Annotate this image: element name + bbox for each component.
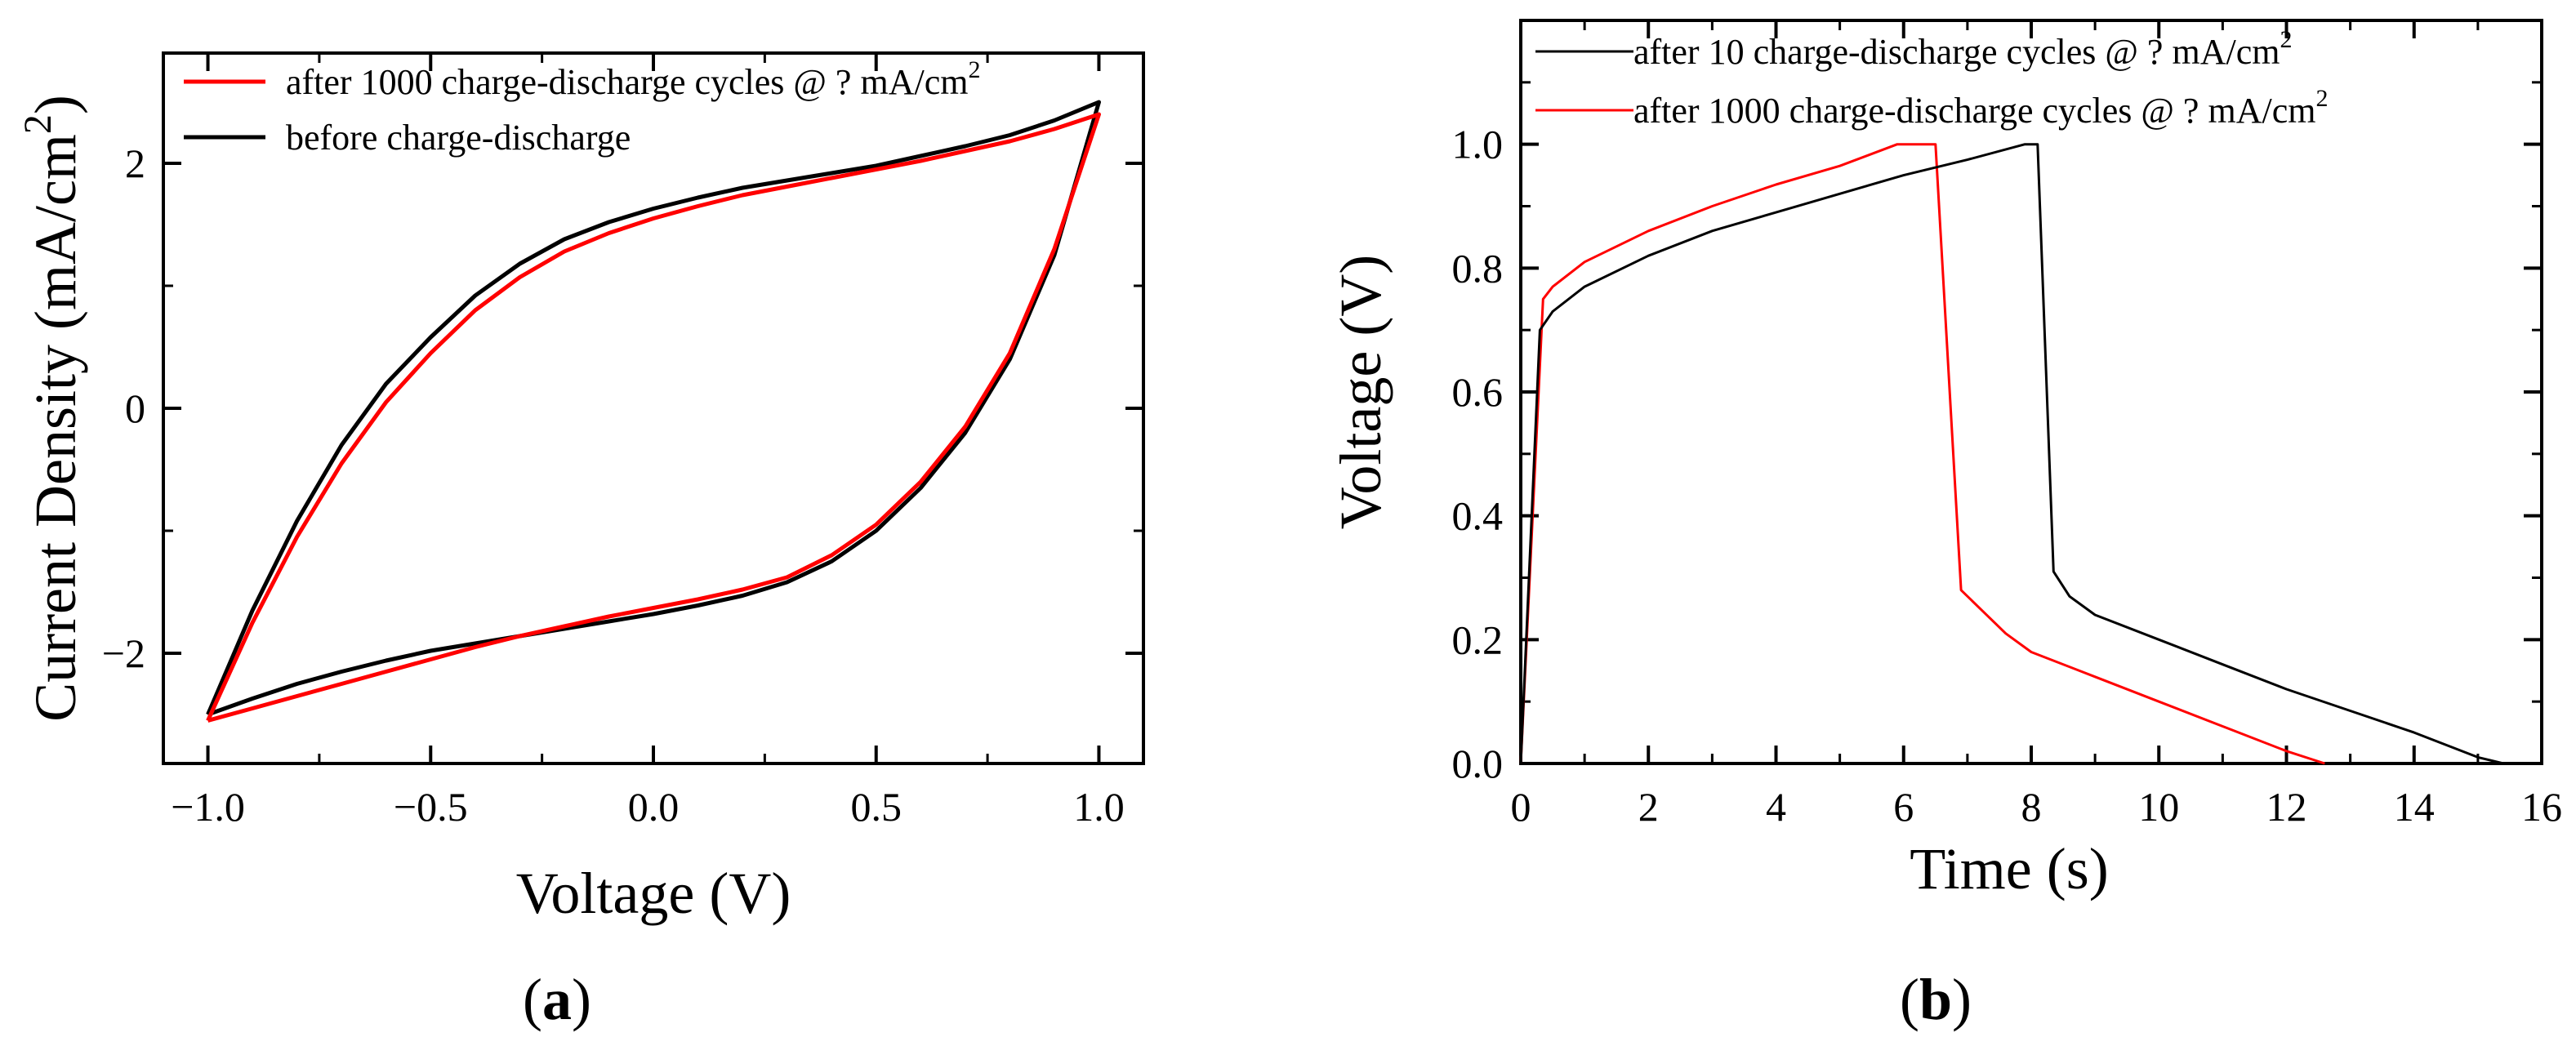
- plot-frame-a: [162, 51, 1145, 765]
- y-axis-title-a: Current Density (mA/cm2): [16, 95, 88, 722]
- legend-text-b-1: after 1000 charge-discharge cycles @ ? m…: [1633, 85, 2328, 131]
- x-tick-label-a: −0.5: [394, 784, 468, 830]
- series-line-b-1: [1519, 143, 2325, 765]
- x-tick-label-b: 2: [1638, 784, 1659, 830]
- x-tick-label-a: 1.0: [1073, 784, 1125, 830]
- panel-label-a: (a): [523, 967, 591, 1032]
- y-tick-label-b: 0.2: [1452, 617, 1504, 662]
- legend-text-b-0: after 10 charge-discharge cycles @ ? mA/…: [1633, 26, 2292, 72]
- x-tick-label-a: 0.0: [628, 784, 680, 830]
- legend-b: after 10 charge-discharge cycles @ ? mA/…: [1535, 26, 2328, 131]
- series-line-a-1: [206, 100, 1101, 717]
- chart-panel-a: −1.0 −0.5 0.0 0.5 1.0 −2 0 2 after 1000 charge-…: [16, 51, 1145, 1032]
- legend-text-a-0: after 1000 charge-discharge cycles @ ? m…: [286, 56, 980, 102]
- x-axis-title-b: Time (s): [1910, 836, 2108, 901]
- y-axis-title-b: Voltage (V): [1328, 255, 1393, 530]
- y-tick-label-b: 1.0: [1452, 122, 1504, 167]
- x-tick-label-b: 14: [2394, 784, 2435, 830]
- series-line-b-0: [1519, 143, 2504, 765]
- x-tick-label-b: 16: [2521, 784, 2562, 830]
- legend-text-a-1: before charge-discharge: [286, 118, 631, 158]
- y-tick-label-b: 0.8: [1452, 245, 1504, 291]
- legend-a: after 1000 charge-discharge cycles @ ? m…: [184, 56, 980, 158]
- x-tick-label-a: −1.0: [171, 784, 245, 830]
- y-tick-label-b: 0.0: [1452, 741, 1504, 786]
- x-tick-label-a: 0.5: [850, 784, 902, 830]
- x-tick-label-b: 10: [2138, 784, 2179, 830]
- chart-panel-b: 0 2 4 6 8 10 12 14 16 0.0 0.2 0.4 0.6 0.8 1.0 after 10…: [1328, 19, 2562, 1032]
- y-tick-label-a: 0: [125, 385, 145, 431]
- y-tick-label-b: 0.6: [1452, 369, 1504, 415]
- x-axis-title-a: Voltage (V): [516, 861, 791, 926]
- y-tick-label-b: 0.4: [1452, 493, 1504, 539]
- y-tick-label-a: −2: [102, 630, 145, 676]
- x-tick-label-b: 8: [2021, 784, 2042, 830]
- panel-label-b: (b): [1900, 967, 1972, 1032]
- x-tick-label-b: 6: [1893, 784, 1914, 830]
- series-line-a-0: [206, 112, 1101, 723]
- x-tick-label-b: 4: [1766, 784, 1786, 830]
- x-tick-label-b: 12: [2266, 784, 2307, 830]
- x-tick-label-b: 0: [1511, 784, 1531, 830]
- y-tick-label-a: 2: [125, 140, 145, 186]
